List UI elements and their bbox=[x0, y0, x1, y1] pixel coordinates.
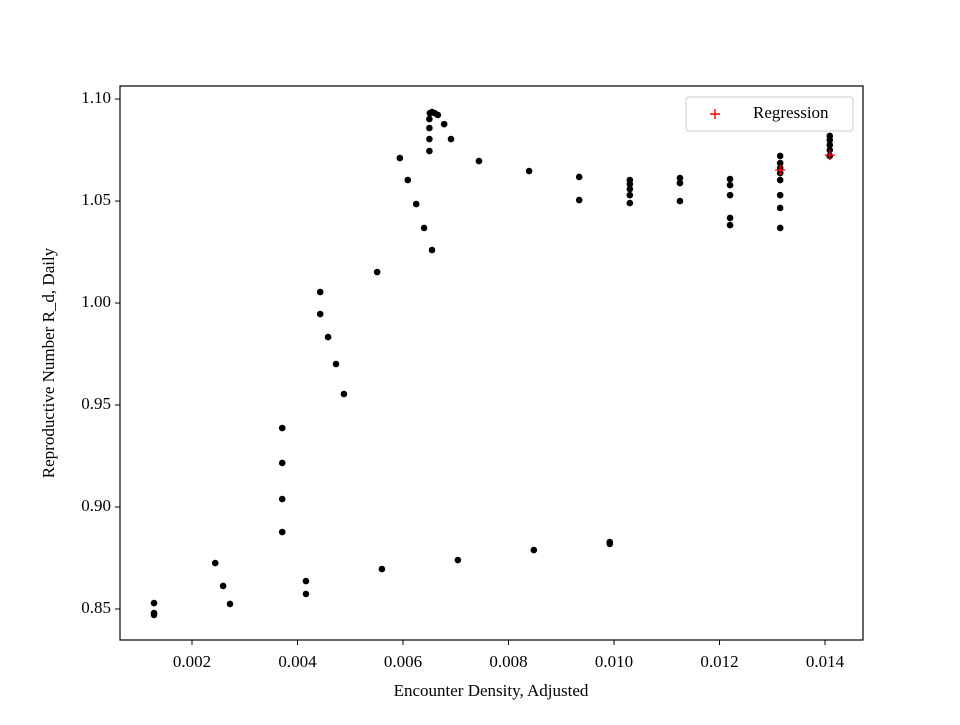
point bbox=[426, 135, 433, 143]
point bbox=[726, 214, 734, 222]
x-tick-label: 0.008 bbox=[489, 652, 527, 671]
point bbox=[316, 288, 324, 296]
point bbox=[428, 246, 436, 254]
point bbox=[606, 540, 614, 548]
x-tick-label: 0.002 bbox=[173, 652, 211, 671]
point bbox=[426, 124, 433, 132]
y-tick-label: 1.00 bbox=[81, 292, 111, 311]
point bbox=[626, 191, 634, 199]
point bbox=[575, 173, 583, 181]
point bbox=[440, 120, 448, 128]
point bbox=[776, 224, 784, 232]
legend-marker bbox=[710, 109, 720, 119]
plot-frame bbox=[119, 85, 864, 641]
point bbox=[776, 159, 784, 167]
point bbox=[150, 599, 158, 607]
point bbox=[302, 577, 310, 585]
point bbox=[525, 167, 533, 175]
point bbox=[726, 221, 734, 229]
x-axis-label: Encounter Density, Adjusted bbox=[394, 681, 589, 700]
legend-box bbox=[685, 96, 854, 132]
point bbox=[726, 181, 734, 189]
point bbox=[447, 135, 455, 143]
point bbox=[626, 185, 634, 193]
point bbox=[434, 111, 442, 119]
point bbox=[396, 154, 404, 162]
y-tick-label: 1.10 bbox=[81, 88, 111, 107]
point bbox=[404, 176, 412, 184]
point bbox=[776, 191, 784, 199]
x-tick-label: 0.010 bbox=[595, 652, 633, 671]
y-tick-label: 0.95 bbox=[81, 394, 111, 413]
y-tick-label: 1.05 bbox=[81, 190, 111, 209]
point bbox=[278, 528, 286, 536]
point bbox=[426, 115, 433, 123]
y-tick-label: 0.90 bbox=[81, 496, 111, 515]
point bbox=[775, 165, 786, 176]
point bbox=[626, 199, 634, 207]
point bbox=[676, 179, 684, 187]
point bbox=[332, 360, 340, 368]
point bbox=[302, 590, 310, 598]
point bbox=[826, 136, 834, 144]
point bbox=[776, 176, 784, 184]
point bbox=[219, 582, 227, 590]
point bbox=[776, 152, 784, 160]
point bbox=[776, 204, 784, 212]
point bbox=[826, 146, 834, 154]
point bbox=[454, 556, 462, 564]
x-tick-label: 0.006 bbox=[384, 652, 422, 671]
point bbox=[150, 611, 158, 619]
point bbox=[676, 174, 684, 182]
point bbox=[278, 459, 286, 467]
point bbox=[626, 180, 634, 188]
point bbox=[211, 559, 219, 567]
point bbox=[278, 495, 286, 503]
x-tick-label: 0.014 bbox=[806, 652, 845, 671]
point bbox=[378, 565, 386, 573]
point bbox=[373, 268, 381, 276]
point bbox=[278, 424, 286, 432]
point bbox=[412, 200, 420, 208]
legend-label: Regression bbox=[753, 103, 829, 122]
y-tick-label: 0.85 bbox=[81, 598, 111, 617]
point bbox=[316, 310, 324, 318]
point bbox=[340, 390, 348, 398]
point bbox=[676, 197, 684, 205]
point bbox=[824, 150, 835, 161]
point bbox=[726, 191, 734, 199]
x-tick-label: 0.004 bbox=[278, 652, 317, 671]
point bbox=[826, 141, 834, 149]
point bbox=[324, 333, 332, 341]
y-axis-label: Reproductive Number R_d, Daily bbox=[39, 247, 58, 478]
point bbox=[475, 157, 483, 165]
point bbox=[726, 175, 734, 183]
point bbox=[575, 196, 583, 204]
x-tick-label: 0.012 bbox=[700, 652, 738, 671]
point bbox=[530, 546, 538, 554]
point bbox=[426, 147, 433, 155]
point bbox=[420, 224, 428, 232]
point bbox=[226, 600, 234, 608]
